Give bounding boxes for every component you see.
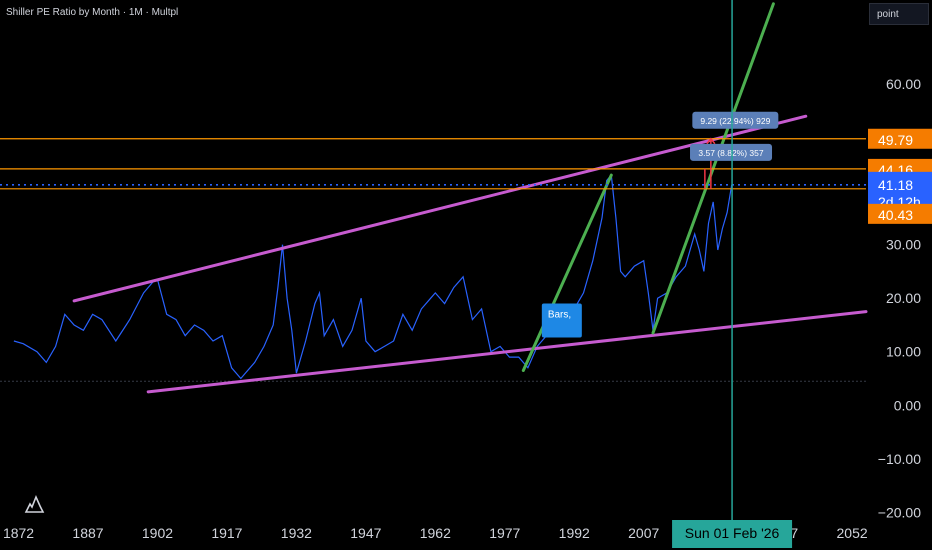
x-axis-tick-label: 1902 bbox=[142, 525, 173, 541]
measure-arrowhead bbox=[706, 137, 716, 145]
x-axis-tick-label: 1872 bbox=[3, 525, 34, 541]
x-axis-tick-label: 1887 bbox=[72, 525, 103, 541]
y-axis-tick-label: 60.00 bbox=[886, 76, 921, 92]
scale-mode-box[interactable]: point bbox=[869, 3, 929, 25]
price-label-current: 41.18 bbox=[878, 177, 913, 193]
x-axis-tick-label: 1992 bbox=[559, 525, 590, 541]
crosshair-date-label: Sun 01 Feb '26 bbox=[685, 525, 780, 541]
y-axis-tick-label: 0.00 bbox=[894, 397, 921, 413]
y-axis-tick-label: −20.00 bbox=[878, 504, 921, 520]
y-axis-tick-label: −10.00 bbox=[878, 451, 921, 467]
measure-label-lower: 3.57 (8.82%) 357 bbox=[698, 148, 763, 158]
y-axis-tick-label: 20.00 bbox=[886, 290, 921, 306]
x-axis-tick-label: 1947 bbox=[350, 525, 381, 541]
price-series-line bbox=[13, 173, 733, 380]
y-axis-tick-label: 30.00 bbox=[886, 237, 921, 253]
x-axis-tick-label: 1932 bbox=[281, 525, 312, 541]
tooltip-label: Bars, bbox=[548, 310, 571, 321]
x-axis-tick-label: 1917 bbox=[211, 525, 242, 541]
tradingview-logo-icon bbox=[24, 494, 45, 513]
measure-label-upper-box bbox=[692, 111, 779, 129]
channel-upper-line bbox=[72, 114, 808, 303]
x-axis-tick-label: 2052 bbox=[837, 525, 868, 541]
chart-title: Shiller PE Ratio by Month · 1M · Multpl bbox=[6, 7, 179, 18]
price-label-lower: 40.43 bbox=[878, 207, 913, 223]
tooltip-box bbox=[541, 303, 582, 338]
price-label-upper-box bbox=[868, 128, 932, 149]
x-axis-tick-label: 1977 bbox=[489, 525, 520, 541]
measure-label-lower-box bbox=[690, 143, 773, 161]
price-label-lower-box bbox=[868, 203, 932, 224]
x-axis-tick-label: 2007 bbox=[628, 525, 659, 541]
channel-lower-line bbox=[146, 310, 868, 394]
y-axis-tick-label: 10.00 bbox=[886, 344, 921, 360]
x-axis-tick-label: 1962 bbox=[420, 525, 451, 541]
crosshair-date-box bbox=[672, 520, 793, 548]
trend-line-1 bbox=[521, 173, 613, 372]
measure-label-upper: 9.29 (22.94%) 929 bbox=[700, 116, 770, 126]
price-label-upper: 49.79 bbox=[878, 132, 913, 148]
